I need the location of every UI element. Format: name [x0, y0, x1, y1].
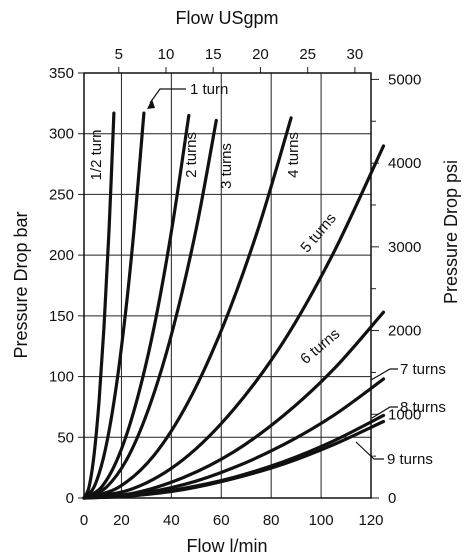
series-label-10: 9 turns — [387, 451, 433, 468]
x2-axis-title: Flow USgpm — [175, 8, 278, 28]
y-tick-label: 100 — [49, 369, 74, 386]
series-label-3: 2 turns — [183, 132, 200, 178]
x2-tick-label: 15 — [205, 46, 222, 63]
x-tick-label: 20 — [113, 512, 130, 529]
x-tick-label-origin: 0 — [80, 512, 88, 529]
series-line-2 — [82, 111, 146, 500]
series-label-8: 7 turns — [400, 361, 446, 378]
series-label-9: 8 turns — [400, 399, 446, 416]
x2-tick-label: 25 — [299, 46, 316, 63]
series-label-5: 4 turns — [285, 132, 302, 178]
y-tick-label: 200 — [49, 247, 74, 264]
x-tick-label: 100 — [309, 512, 334, 529]
series-label-1: 1/2 turn — [88, 130, 105, 181]
plot-frame — [83, 72, 372, 499]
leader-8-turns — [371, 406, 398, 419]
x-tick-label: 40 — [163, 512, 180, 529]
series-line-5 — [82, 116, 293, 500]
y-tick-label: 250 — [49, 186, 74, 203]
y2-tick-label: 1000 — [388, 406, 421, 423]
x2-tick-label: 5 — [115, 46, 123, 63]
leader-7-turns — [370, 368, 398, 381]
y-tick-label: 350 — [49, 65, 74, 82]
y2-tick-label: 4000 — [388, 155, 421, 172]
y-tick-label: 150 — [49, 308, 74, 325]
series-label-2: 1 turn — [190, 81, 228, 98]
grid-lines — [78, 67, 379, 499]
y2-tick-label: 0 — [388, 490, 396, 507]
x2-tick-label: 10 — [158, 46, 175, 63]
series-line-4 — [82, 118, 218, 500]
y2-axis-title: Pressure Drop psi — [441, 160, 461, 304]
x-tick-label: 120 — [358, 512, 383, 529]
series-line-6 — [82, 144, 386, 500]
y-tick-label: 0 — [66, 490, 74, 507]
leader-arrow-1-turn — [147, 99, 155, 109]
series-label-6: 5 turns — [297, 210, 340, 256]
y-axis-title: Pressure Drop bar — [11, 211, 31, 358]
series-label-7: 6 turns — [297, 325, 343, 368]
y-tick-label: 300 — [49, 126, 74, 143]
series-line-3 — [82, 113, 191, 500]
series-label-4: 3 turns — [218, 143, 235, 189]
x-tick-label: 80 — [263, 512, 280, 529]
y2-tick-label: 2000 — [388, 323, 421, 340]
leader-1-turn — [149, 88, 186, 104]
x2-tick-label: 30 — [347, 46, 364, 63]
y2-tick-label: 5000 — [388, 71, 421, 88]
y-tick-label: 50 — [57, 429, 74, 446]
series-line-10 — [82, 419, 386, 500]
leader-9-turns — [355, 441, 384, 460]
x2-tick-label: 20 — [252, 46, 269, 63]
x-tick-label: 60 — [213, 512, 230, 529]
x-axis-title: Flow l/min — [186, 536, 267, 556]
y2-tick-label: 3000 — [388, 239, 421, 256]
series-line-1 — [82, 111, 116, 500]
curves — [82, 111, 386, 500]
